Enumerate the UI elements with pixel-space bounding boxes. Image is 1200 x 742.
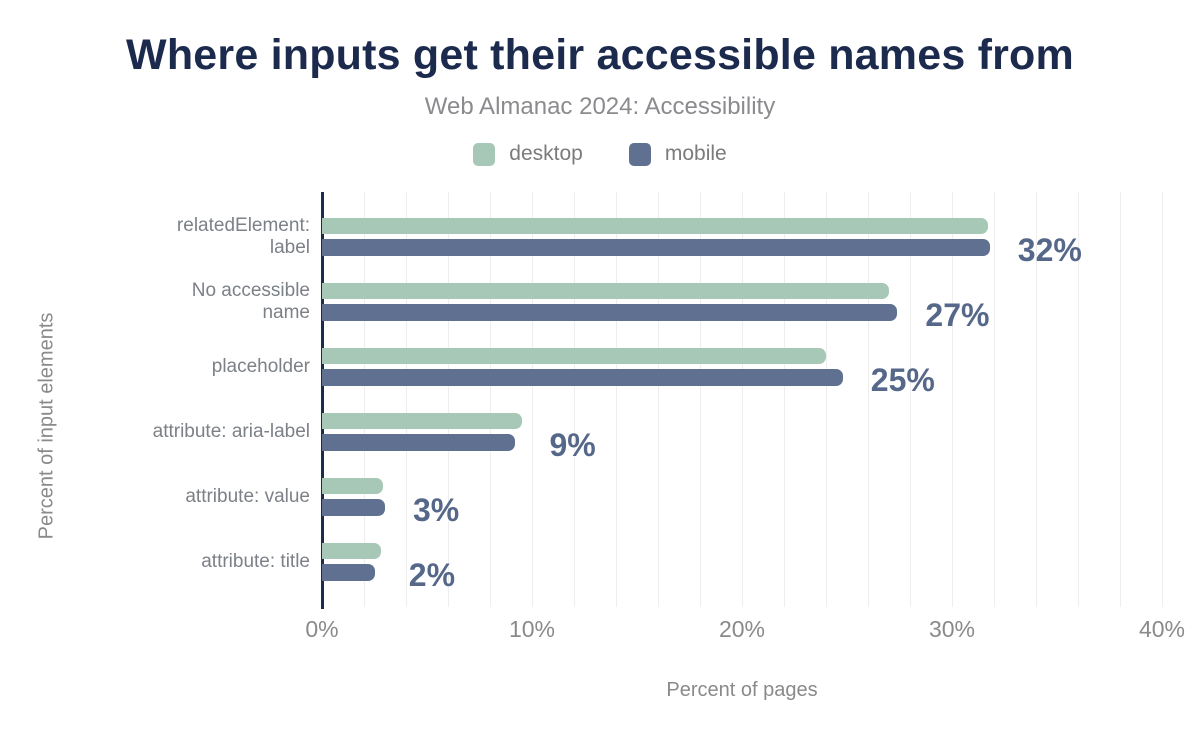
- gridline: [1120, 192, 1121, 607]
- gridline: [1162, 192, 1163, 607]
- legend-swatch-desktop-icon: [473, 142, 496, 166]
- legend: desktop mobile: [0, 141, 1200, 167]
- bar-desktop-1[interactable]: [322, 283, 889, 299]
- bar-desktop-5[interactable]: [322, 543, 381, 559]
- category-label: relatedElement: label: [176, 215, 310, 258]
- x-tick-label: 10%: [508, 616, 556, 642]
- value-label: 32%: [1017, 232, 1082, 268]
- gridline: [1036, 192, 1037, 607]
- category-label: attribute: value: [185, 486, 310, 507]
- category-label: placeholder: [211, 356, 310, 377]
- legend-swatch-mobile-icon: [628, 142, 651, 166]
- chart-subtitle: Web Almanac 2024: Accessibility: [424, 93, 776, 120]
- x-tick-label: 40%: [1138, 616, 1186, 642]
- gridline: [532, 192, 533, 607]
- gridline: [826, 192, 827, 607]
- legend-label-mobile: mobile: [664, 142, 727, 165]
- gridline: [784, 192, 785, 607]
- legend-item-desktop[interactable]: desktop: [473, 142, 583, 166]
- category-label: No accessible name: [191, 280, 310, 323]
- gridline: [364, 192, 365, 607]
- chart-title: Where inputs get their accessible names …: [126, 31, 1074, 79]
- gridline: [1078, 192, 1079, 607]
- bar-desktop-3[interactable]: [322, 413, 522, 429]
- gridline: [910, 192, 911, 607]
- gridline: [868, 192, 869, 607]
- gridline: [994, 192, 995, 607]
- bar-mobile-2[interactable]: [322, 369, 843, 386]
- legend-item-mobile[interactable]: mobile: [628, 142, 727, 166]
- bar-mobile-0[interactable]: [322, 239, 990, 256]
- gridline: [658, 192, 659, 607]
- x-tick-label: 30%: [928, 616, 976, 642]
- value-label: 2%: [408, 557, 456, 593]
- gridline: [490, 192, 491, 607]
- x-tick-label: 0%: [305, 616, 339, 642]
- gridline: [574, 192, 575, 607]
- category-label: attribute: aria-label: [152, 421, 310, 442]
- x-tick-label: 20%: [718, 616, 766, 642]
- bar-desktop-0[interactable]: [322, 218, 988, 234]
- gridline: [616, 192, 617, 607]
- gridline: [742, 192, 743, 607]
- value-label: 25%: [870, 362, 935, 398]
- gridline: [952, 192, 953, 607]
- legend-label-desktop: desktop: [509, 142, 583, 165]
- gridline: [700, 192, 701, 607]
- bar-desktop-4[interactable]: [322, 478, 383, 494]
- bar-mobile-3[interactable]: [322, 434, 515, 451]
- value-label: 27%: [925, 297, 990, 333]
- bar-mobile-5[interactable]: [322, 564, 375, 581]
- category-label: attribute: title: [201, 551, 310, 572]
- value-label: 3%: [413, 492, 460, 528]
- value-label: 9%: [549, 427, 596, 463]
- gridline: [448, 192, 449, 607]
- gridline: [406, 192, 407, 607]
- y-axis-line: [321, 192, 324, 609]
- x-axis-title: Percent of pages: [666, 679, 818, 701]
- bar-mobile-4[interactable]: [322, 499, 385, 516]
- bar-mobile-1[interactable]: [322, 304, 897, 321]
- bar-desktop-2[interactable]: [322, 348, 826, 364]
